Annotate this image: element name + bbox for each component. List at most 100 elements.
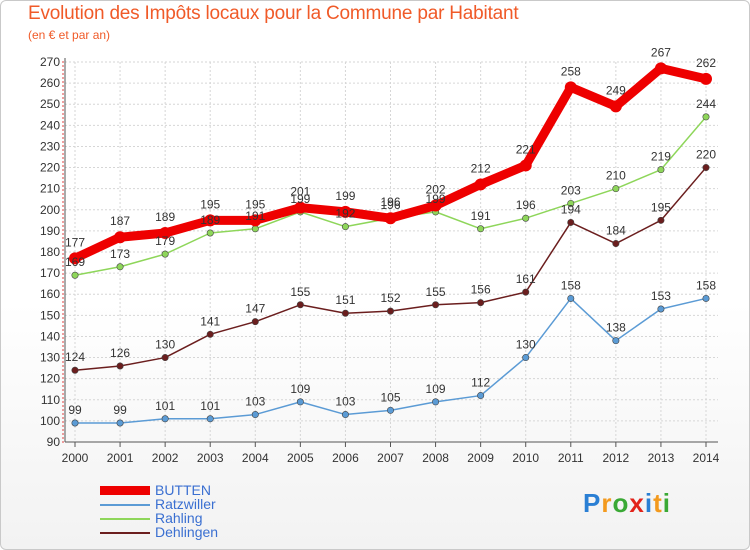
data-label-rahling: 196	[380, 198, 400, 212]
data-label-rahling: 192	[335, 207, 355, 221]
x-tick-label: 2005	[287, 451, 314, 465]
x-tick-label: 2008	[422, 451, 449, 465]
data-point-butten	[519, 159, 532, 172]
data-point-ratzwiller	[612, 337, 620, 345]
y-tick-label: 260	[40, 76, 60, 90]
data-label-rahling: 199	[290, 192, 310, 206]
data-label-ratzwiller: 130	[516, 338, 536, 352]
data-label-dehlingen: 152	[380, 291, 400, 305]
data-label-butten: 212	[471, 161, 491, 175]
data-label-rahling: 179	[155, 234, 175, 248]
x-tick-label: 2012	[603, 451, 630, 465]
data-point-butten	[564, 81, 577, 94]
data-point-butten	[249, 214, 262, 227]
y-tick-label: 220	[40, 161, 60, 175]
y-tick-label: 120	[40, 372, 60, 386]
data-point-rahling	[567, 199, 575, 207]
y-tick-label: 230	[40, 139, 60, 153]
data-point-butten	[474, 178, 487, 191]
data-point-ratzwiller	[71, 419, 79, 427]
y-tick-label: 150	[40, 308, 60, 322]
data-label-rahling: 203	[561, 183, 581, 197]
x-tick-label: 2003	[197, 451, 224, 465]
data-label-ratzwiller: 153	[651, 289, 671, 303]
data-point-dehlingen	[161, 354, 169, 362]
data-point-dehlingen	[341, 309, 349, 317]
data-point-ratzwiller	[116, 419, 124, 427]
data-point-butten	[609, 100, 622, 113]
data-point-ratzwiller	[386, 406, 394, 414]
data-label-dehlingen: 124	[65, 350, 85, 364]
data-point-dehlingen	[251, 318, 259, 326]
data-label-ratzwiller: 109	[290, 382, 310, 396]
y-tick-label: 240	[40, 118, 60, 132]
data-point-butten	[159, 227, 172, 239]
x-tick-label: 2011	[558, 451, 584, 465]
x-tick-label: 2002	[152, 451, 179, 465]
data-label-butten: 195	[200, 197, 220, 211]
data-point-rahling	[477, 225, 485, 233]
x-tick-label: 2004	[242, 451, 269, 465]
legend-label-rahling: Rahling	[155, 510, 203, 526]
data-label-dehlingen: 126	[110, 346, 130, 360]
x-tick-label: 2006	[332, 451, 359, 465]
x-tick-label: 2010	[512, 451, 539, 465]
data-label-butten: 267	[651, 45, 671, 59]
data-label-dehlingen: 194	[561, 202, 581, 216]
data-label-butten: 249	[606, 83, 626, 97]
data-point-dehlingen	[71, 366, 79, 374]
data-point-butten	[339, 205, 352, 218]
data-point-dehlingen	[432, 301, 440, 309]
x-tick-label: 2000	[62, 451, 89, 465]
data-label-butten: 189	[155, 210, 175, 224]
x-tick-label: 2014	[693, 451, 720, 465]
proxiti-logo: Proxiti	[583, 488, 671, 519]
x-tick-label: 2013	[648, 451, 675, 465]
y-tick-label: 270	[40, 55, 60, 69]
data-point-ratzwiller	[522, 354, 530, 362]
y-tick-label: 200	[40, 203, 60, 217]
data-label-butten: 187	[110, 214, 130, 228]
data-label-dehlingen: 155	[290, 285, 310, 299]
data-point-ratzwiller	[251, 411, 259, 419]
y-tick-label: 170	[40, 266, 60, 280]
legend-label-ratzwiller: Ratzwiller	[155, 496, 216, 512]
data-point-dehlingen	[612, 240, 620, 248]
y-tick-label: 180	[40, 245, 60, 259]
y-tick-label: 210	[40, 182, 60, 196]
data-point-rahling	[251, 225, 259, 233]
x-tick-label: 2007	[377, 451, 404, 465]
data-point-ratzwiller	[567, 294, 575, 302]
data-label-dehlingen: 141	[200, 314, 220, 328]
legend-label-dehlingen: Dehlingen	[155, 524, 219, 540]
data-point-ratzwiller	[432, 398, 440, 406]
data-label-ratzwiller: 158	[561, 278, 581, 292]
data-label-ratzwiller: 138	[606, 321, 626, 335]
data-label-rahling: 173	[110, 247, 130, 261]
logo-letter: t	[653, 488, 663, 518]
data-point-rahling	[657, 166, 665, 174]
logo-letter: P	[583, 488, 602, 518]
x-tick-label: 2009	[467, 451, 494, 465]
data-point-butten	[429, 199, 442, 212]
data-label-butten: 199	[335, 189, 355, 203]
data-label-ratzwiller: 158	[696, 278, 716, 292]
data-label-rahling: 199	[426, 192, 446, 206]
logo-letter: r	[601, 488, 613, 518]
logo-letter: o	[612, 488, 630, 518]
data-point-rahling	[702, 113, 710, 121]
data-label-rahling: 189	[200, 213, 220, 227]
data-point-rahling	[612, 185, 620, 193]
data-point-rahling	[161, 250, 169, 258]
data-point-rahling	[116, 263, 124, 271]
data-point-butten	[204, 214, 217, 227]
data-label-butten: 262	[696, 56, 716, 70]
data-point-dehlingen	[657, 216, 665, 224]
data-label-ratzwiller: 101	[155, 399, 175, 413]
data-label-ratzwiller: 99	[113, 403, 127, 417]
y-tick-label: 140	[40, 329, 60, 343]
data-label-rahling: 219	[651, 150, 671, 164]
data-point-dehlingen	[477, 299, 485, 307]
logo-letter: x	[629, 488, 645, 518]
